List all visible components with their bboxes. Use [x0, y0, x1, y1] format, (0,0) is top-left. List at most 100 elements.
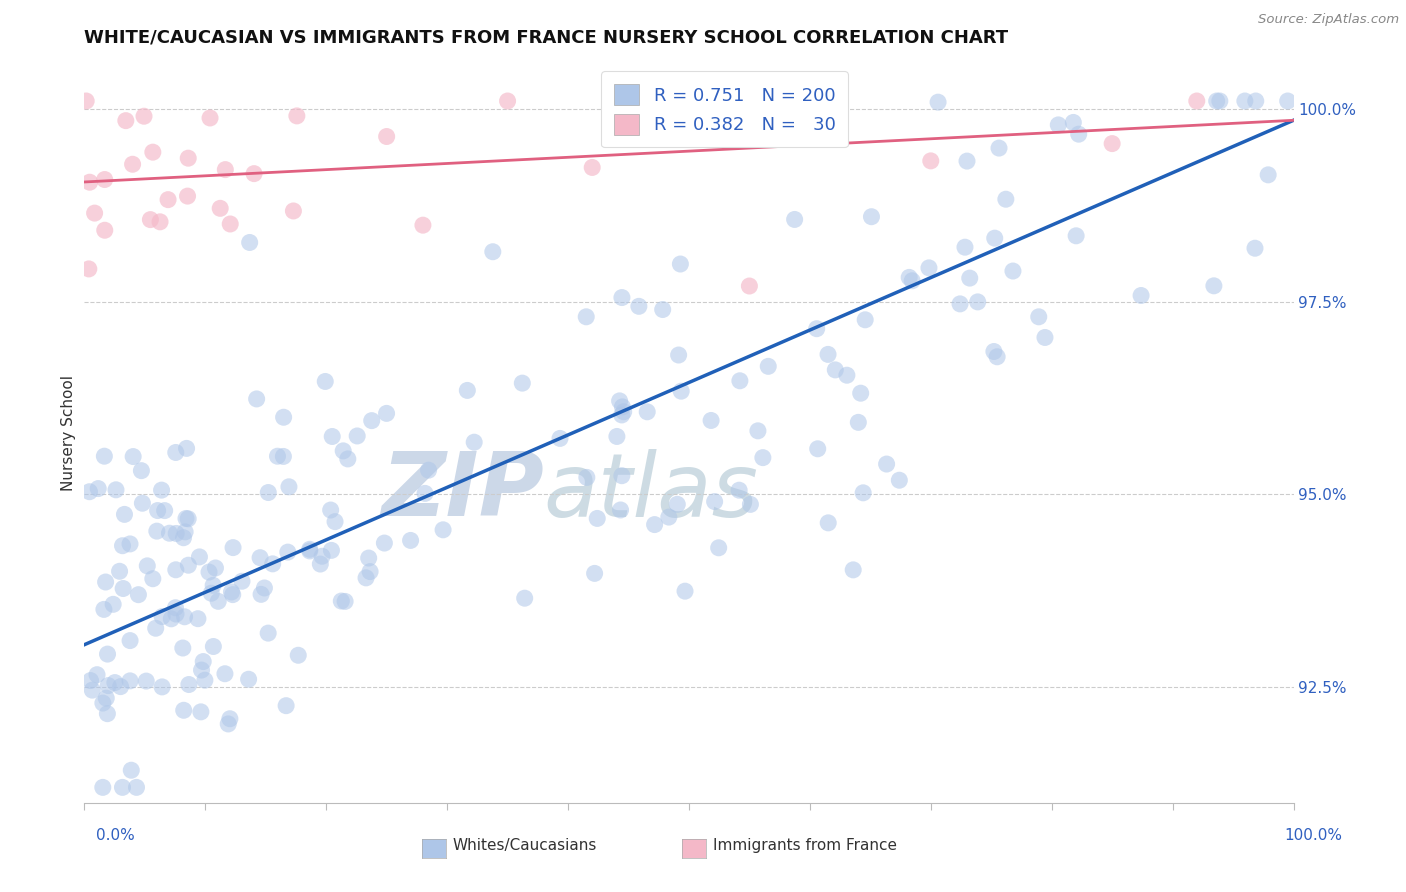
Text: ZIP: ZIP	[381, 449, 544, 535]
Point	[740, 497, 762, 511]
Point	[198, 565, 221, 579]
Point	[253, 581, 276, 595]
Point	[122, 450, 145, 464]
Point	[756, 359, 779, 374]
Point	[77, 261, 100, 276]
Point	[1205, 94, 1227, 108]
Point	[120, 763, 142, 777]
Point	[177, 512, 200, 526]
Point	[375, 406, 398, 420]
Point	[94, 574, 117, 589]
Point	[79, 673, 101, 688]
Point	[135, 674, 157, 689]
Point	[209, 202, 232, 216]
Point	[399, 533, 422, 548]
Text: WHITE/CAUCASIAN VS IMMIGRANTS FROM FRANCE NURSERY SCHOOL CORRELATION CHART: WHITE/CAUCASIAN VS IMMIGRANTS FROM FRANC…	[84, 29, 1008, 47]
Point	[1001, 264, 1024, 278]
Point	[496, 94, 519, 108]
Point	[1062, 115, 1084, 129]
Point	[157, 193, 180, 207]
Point	[111, 780, 134, 795]
Point	[153, 503, 176, 517]
Point	[575, 470, 598, 484]
Point	[609, 503, 631, 517]
Point	[953, 240, 976, 254]
Point	[262, 557, 284, 571]
Point	[360, 414, 382, 428]
Point	[309, 557, 332, 571]
Point	[207, 594, 229, 608]
Point	[738, 279, 761, 293]
Point	[273, 410, 295, 425]
Point	[82, 683, 104, 698]
Point	[276, 698, 298, 713]
Point	[91, 780, 114, 795]
Point	[145, 621, 167, 635]
Point	[165, 526, 187, 541]
Point	[336, 451, 359, 466]
Point	[581, 161, 603, 175]
Point	[177, 151, 200, 165]
Point	[956, 154, 979, 169]
Point	[173, 609, 195, 624]
Point	[666, 497, 689, 511]
Point	[79, 175, 101, 189]
Point	[283, 203, 305, 218]
Point	[610, 408, 633, 422]
Point	[125, 780, 148, 795]
Point	[150, 483, 173, 497]
Point	[104, 675, 127, 690]
Point	[432, 523, 454, 537]
Point	[165, 607, 187, 621]
Point	[298, 544, 321, 558]
Point	[93, 449, 115, 463]
Point	[190, 705, 212, 719]
Point	[668, 348, 690, 362]
Point	[613, 405, 636, 419]
Text: Source: ZipAtlas.com: Source: ZipAtlas.com	[1258, 13, 1399, 27]
Point	[118, 537, 141, 551]
Point	[1277, 94, 1299, 108]
Point	[173, 703, 195, 717]
Point	[346, 429, 368, 443]
Point	[627, 299, 650, 313]
Point	[177, 677, 200, 691]
Point	[221, 585, 243, 599]
Point	[609, 393, 631, 408]
Point	[651, 302, 673, 317]
Point	[359, 565, 381, 579]
Point	[728, 483, 751, 498]
Point	[1209, 94, 1232, 108]
Point	[127, 588, 149, 602]
Text: Whites/Caucasians: Whites/Caucasians	[453, 838, 598, 853]
Point	[1047, 118, 1070, 132]
Point	[273, 450, 295, 464]
Point	[853, 313, 876, 327]
Point	[142, 572, 165, 586]
Point	[1130, 288, 1153, 302]
Point	[807, 442, 830, 456]
Point	[214, 666, 236, 681]
Point	[150, 609, 173, 624]
Point	[93, 172, 115, 186]
Point	[636, 405, 658, 419]
Point	[176, 442, 198, 456]
Point	[752, 450, 775, 465]
Point	[1064, 228, 1087, 243]
Point	[842, 563, 865, 577]
Point	[1101, 136, 1123, 151]
Legend: R = 0.751   N = 200, R = 0.382   N =   30: R = 0.751 N = 200, R = 0.382 N = 30	[602, 71, 848, 147]
Point	[142, 145, 165, 160]
Point	[927, 95, 949, 110]
Point	[266, 449, 288, 463]
Point	[172, 640, 194, 655]
Point	[121, 157, 143, 171]
Point	[357, 551, 380, 566]
Point	[918, 260, 941, 275]
Point	[332, 443, 354, 458]
Point	[994, 192, 1017, 206]
Point	[136, 558, 159, 573]
Point	[160, 612, 183, 626]
Point	[204, 561, 226, 575]
Point	[606, 429, 628, 443]
